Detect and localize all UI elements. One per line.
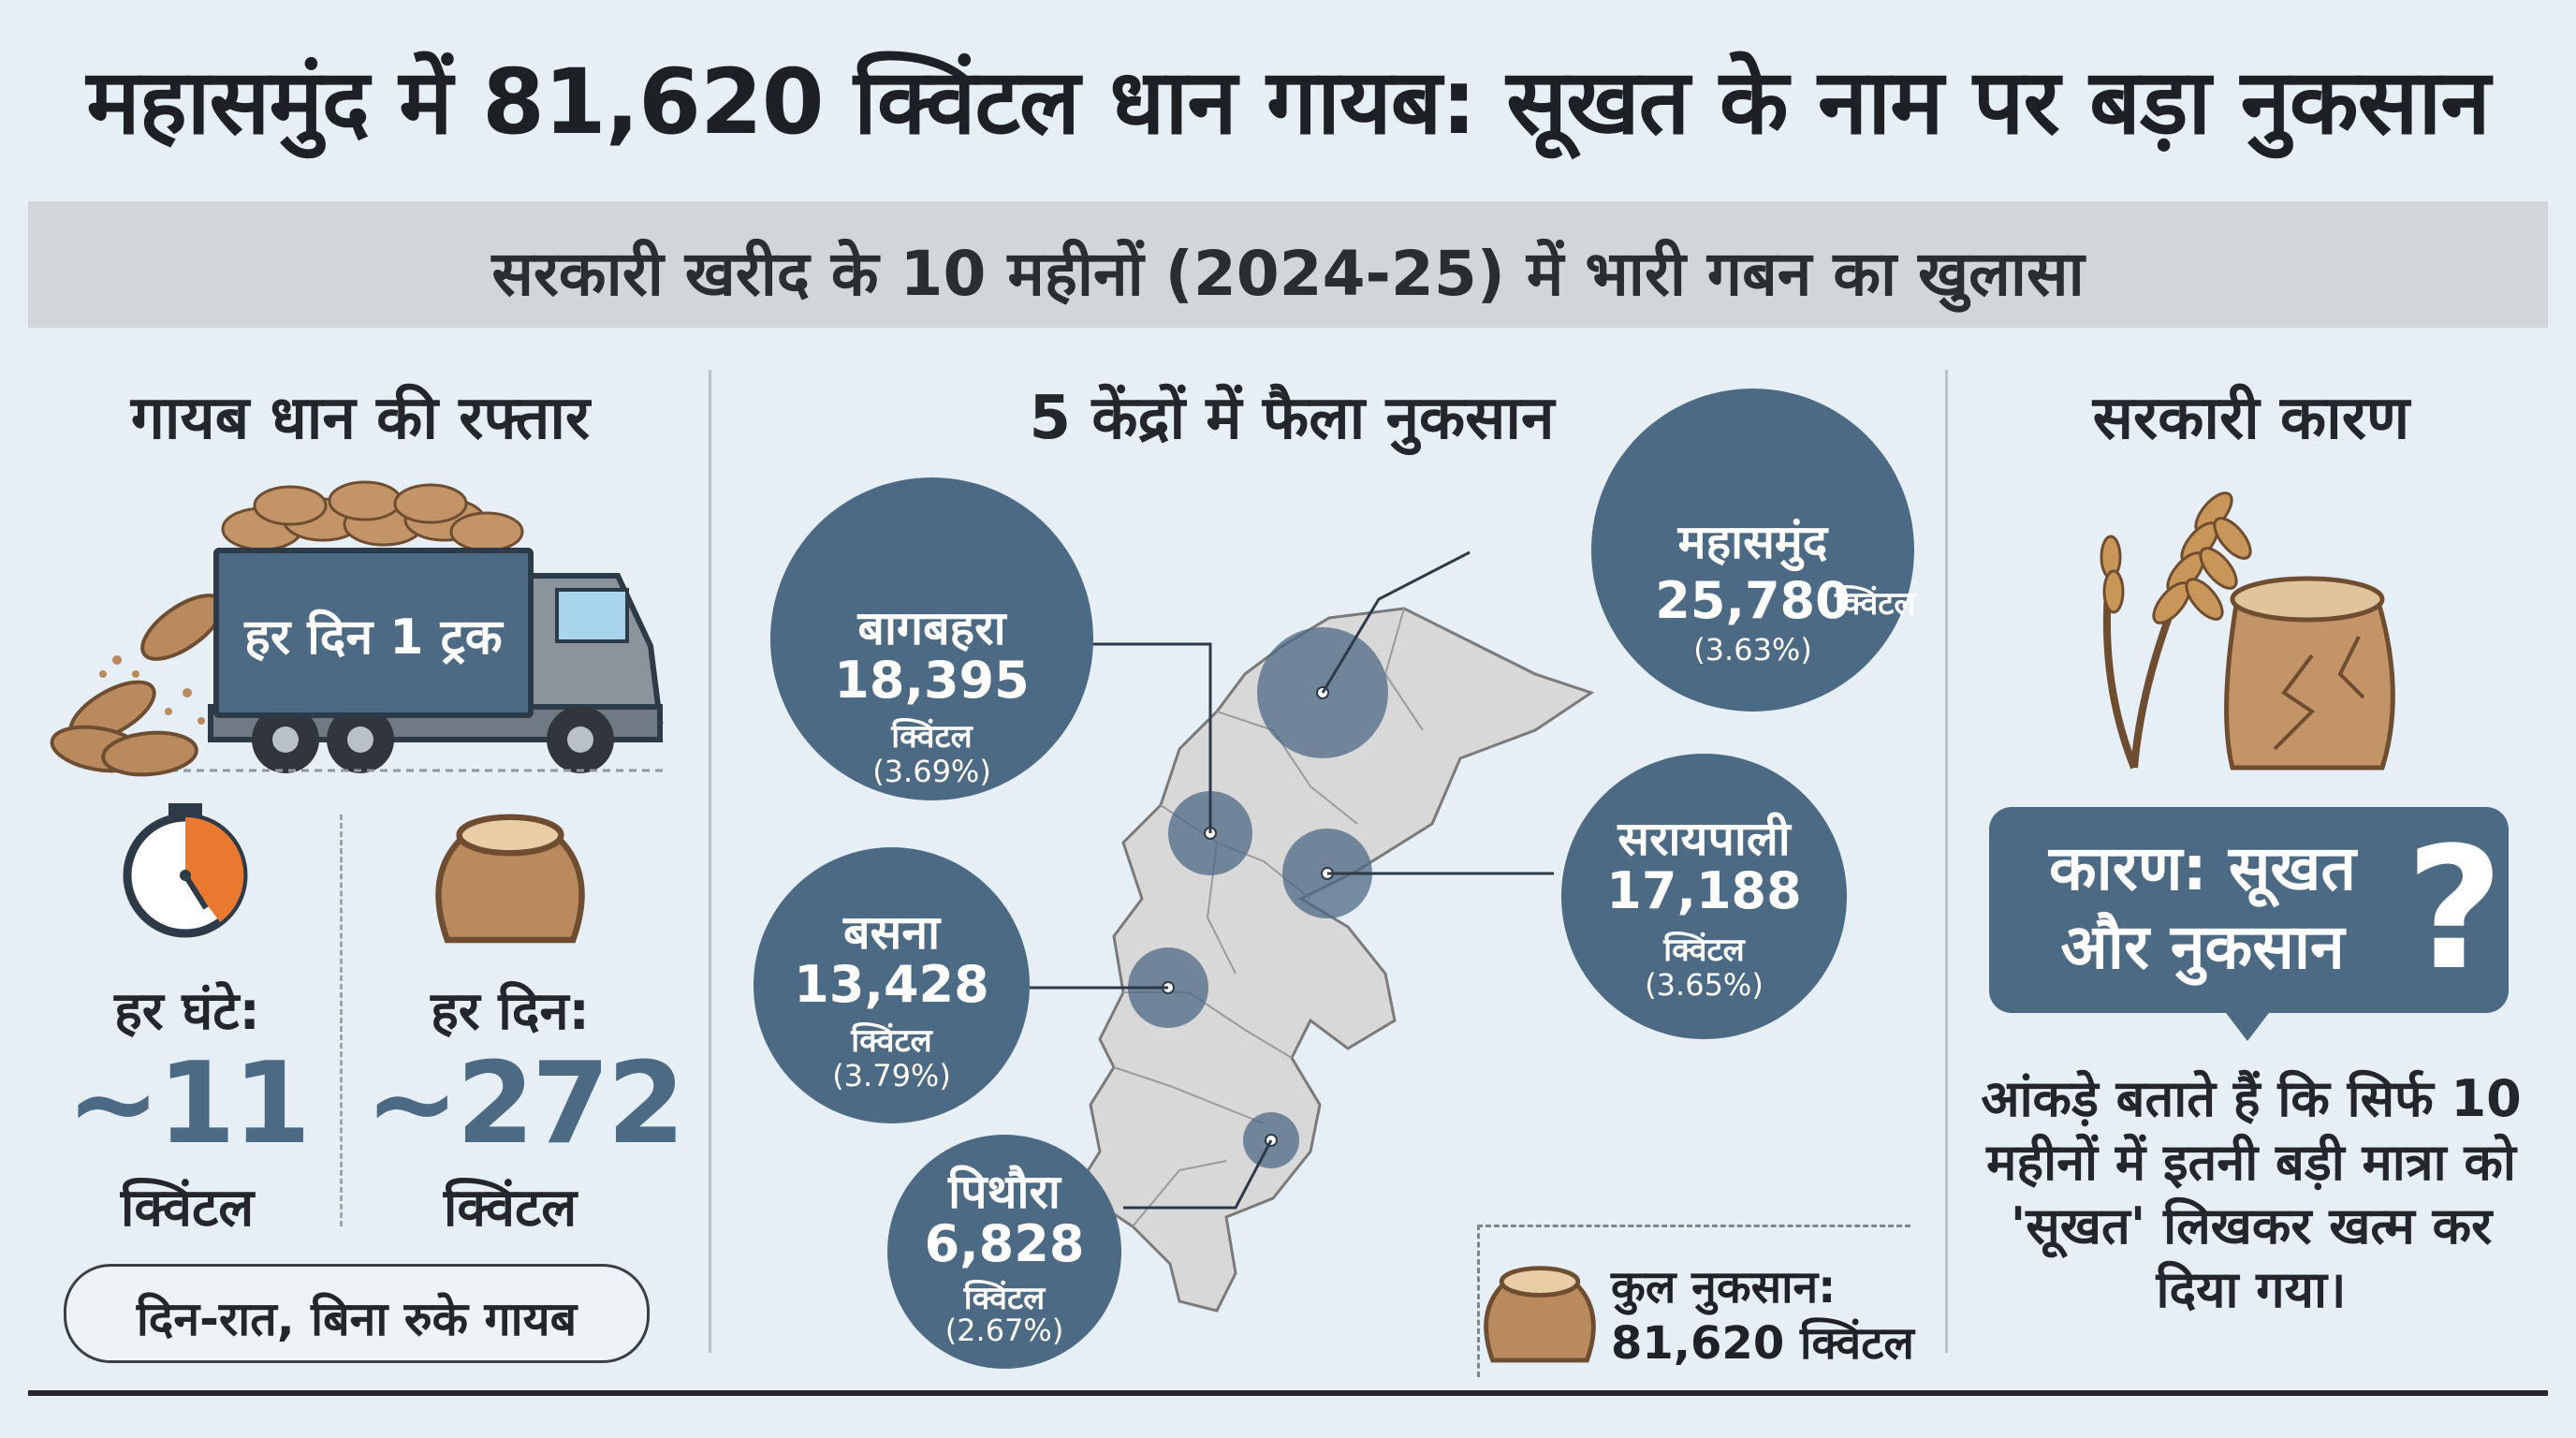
center-name: बसना — [842, 905, 941, 960]
center-value: 6,828 — [924, 1214, 1085, 1273]
left-section-title: गायब धान की रफ्तार — [130, 384, 591, 453]
question-mark-icon: ? — [2406, 812, 2504, 1007]
column-divider — [1945, 370, 1948, 1353]
total-label: कुल नुकसान: — [1611, 1261, 1837, 1313]
total-value: 81,620 क्विंटल — [1611, 1317, 1914, 1370]
center-value: 25,780 — [1655, 571, 1851, 630]
stat-divider — [340, 814, 343, 1226]
nonstop-text: दिन-रात, बिना रुके गायब — [136, 1292, 578, 1346]
center-pct: (3.69%) — [872, 754, 991, 789]
reason-box: कारण: सूखत और नुकसान ? — [1989, 807, 2509, 1013]
center-bubble-basna: बसना 13,428 क्विंटल (3.79%) — [754, 847, 1030, 1123]
daily-value: ~272 — [365, 1039, 685, 1169]
center-unit: क्विंटल — [963, 1280, 1046, 1317]
total-loss-box: कुल नुकसान: 81,620 क्विंटल — [1477, 1225, 1914, 1377]
hourly-value: ~11 — [66, 1039, 312, 1169]
center-bubble-bagbahra: बागबहरा 18,395 क्विंटल (3.69%) — [770, 477, 1093, 800]
truck-cargo: हर दिन 1 ट्रक — [213, 548, 534, 718]
hourly-label: हर घंटे: — [114, 981, 260, 1042]
center-pct: (2.67%) — [944, 1313, 1064, 1348]
right-section-title: सरकारी कारण — [2092, 384, 2410, 453]
truck-icon — [131, 480, 665, 773]
center-unit: क्विंटल — [851, 1022, 932, 1060]
stopwatch-icon — [123, 803, 248, 938]
center-bubble-mahasamund: महासमुंद 25,780 (3.63%) — [1591, 389, 1914, 712]
center-pct: (3.65%) — [1645, 967, 1764, 1003]
daily-label: हर दिन: — [431, 981, 590, 1042]
explanation-text: आंकड़े बताते हैं कि सिर्फ 10 महीनों में … — [1981, 1069, 2522, 1319]
daily-unit: क्विंटल — [443, 1178, 578, 1239]
truck-label: हर दिन 1 ट्रक — [244, 609, 503, 666]
grain-sack-icon — [438, 817, 581, 940]
center-pct: (3.79%) — [832, 1058, 951, 1093]
center-pct: (3.63%) — [1693, 632, 1812, 668]
center-section-title: 5 केंद्रों में फैला नुकसान — [1029, 384, 1555, 453]
center-unit: क्विंटल — [1663, 932, 1745, 969]
column-divider — [709, 370, 711, 1353]
center-value: 18,395 — [834, 651, 1030, 710]
center-value: 13,428 — [794, 955, 989, 1014]
hourly-unit: क्विंटल — [120, 1178, 255, 1239]
center-unit: क्विंटल — [891, 718, 973, 756]
center-value: 17,188 — [1606, 861, 1802, 920]
map-icon — [1030, 550, 1595, 1313]
bottom-rule — [28, 1390, 2548, 1396]
center-name: पिथौरा — [948, 1165, 1061, 1219]
center-name: बागबहरा — [857, 601, 1006, 655]
nonstop-pill: दिन-रात, बिना रुके गायब — [64, 1264, 650, 1363]
headline: महासमुंद में 81,620 क्विंटल धान गायब: सू… — [86, 50, 2490, 154]
reason-text: कारण: सूखत और नुकसान — [2048, 832, 2357, 983]
torn-sack-icon — [2224, 576, 2395, 770]
center-bubble-pithora: पिथौरा 6,828 क्विंटल (2.67%) — [887, 1135, 1121, 1369]
center-name: महासमुंद — [1677, 515, 1828, 569]
center-name: सरायपाली — [1617, 812, 1791, 866]
reason-box-tail — [2223, 1009, 2272, 1041]
wheat-icon — [2100, 492, 2252, 770]
falling-sacks — [46, 581, 235, 781]
mahasamund-unit: क्विंटल — [1835, 585, 1916, 623]
center-bubble-saraipali: सरायपाली 17,188 क्विंटल (3.65%) — [1561, 754, 1847, 1039]
subheadline-band: सरकारी खरीद के 10 महीनों (2024-25) में भ… — [28, 201, 2548, 328]
subheadline: सरकारी खरीद के 10 महीनों (2024-25) में भ… — [491, 238, 2085, 310]
